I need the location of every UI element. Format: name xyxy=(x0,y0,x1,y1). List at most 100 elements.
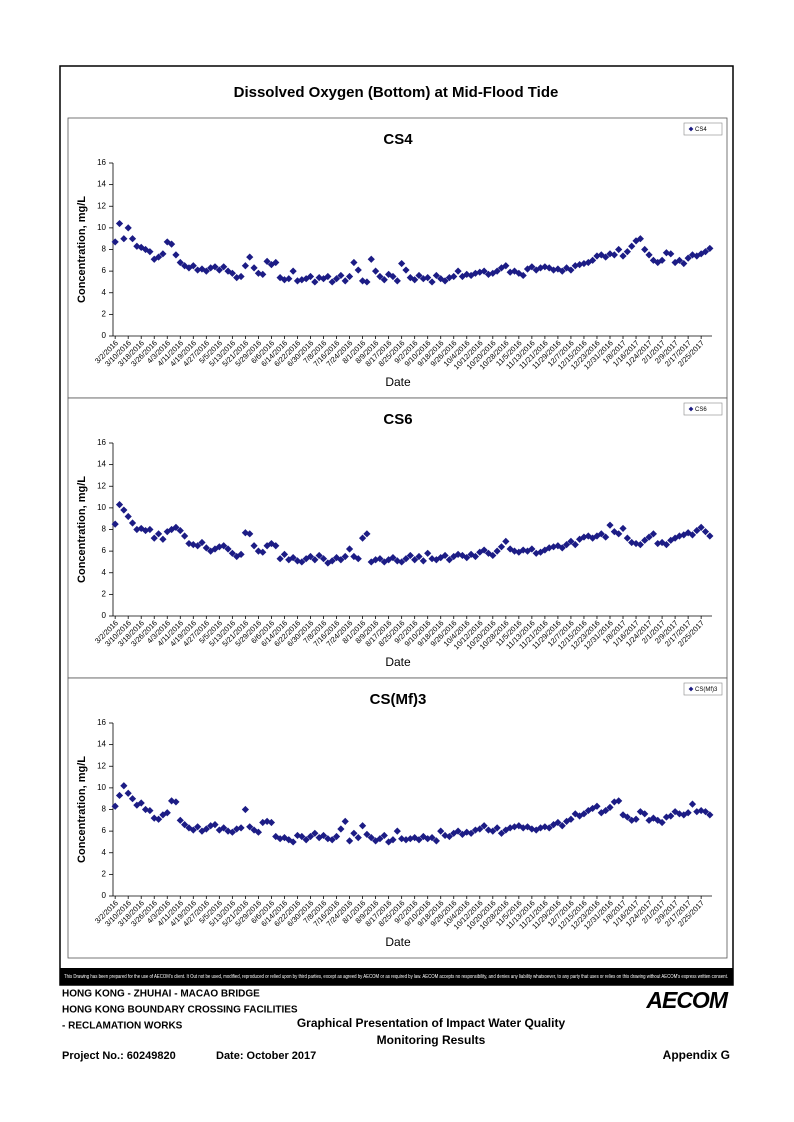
data-point xyxy=(463,554,471,562)
data-point xyxy=(324,835,332,843)
data-point xyxy=(645,251,653,259)
y-tick-label: 4 xyxy=(102,288,107,297)
chart: CS(Mf)3 Concentration, mg/L Date 0 2 4 6 8 10 12 1… xyxy=(67,677,728,959)
data-point xyxy=(250,264,258,272)
data-point xyxy=(623,534,631,542)
data-point xyxy=(241,262,249,270)
y-tick-label: 0 xyxy=(102,891,107,900)
data-point xyxy=(350,258,358,267)
data-point xyxy=(515,822,523,830)
data-point xyxy=(289,267,297,275)
data-point xyxy=(311,278,319,286)
data-point xyxy=(628,242,636,250)
data-point xyxy=(667,536,675,544)
data-point xyxy=(154,815,163,823)
data-point xyxy=(519,546,527,554)
data-point xyxy=(549,266,558,274)
data-point xyxy=(515,269,523,277)
project-line: - RECLAMATION WORKS xyxy=(62,1021,183,1032)
data-point xyxy=(207,264,215,272)
data-point xyxy=(467,271,475,280)
data-point xyxy=(502,826,510,834)
data-point xyxy=(415,271,423,280)
data-point xyxy=(246,253,254,261)
data-point xyxy=(545,264,553,272)
data-point xyxy=(367,255,375,263)
data-point xyxy=(649,256,658,264)
data-point xyxy=(688,800,697,808)
data-point xyxy=(311,829,319,837)
report-heading: Graphical Presentation of Impact Water Q… xyxy=(297,1016,566,1030)
y-tick-label: 14 xyxy=(97,740,106,749)
data-point xyxy=(541,263,549,271)
data-point xyxy=(254,828,263,836)
data-point xyxy=(445,832,453,841)
data-point xyxy=(610,798,618,806)
data-point xyxy=(697,806,705,815)
data-point xyxy=(471,826,480,834)
data-point xyxy=(697,523,705,531)
data-point xyxy=(111,802,119,810)
data-point xyxy=(115,219,124,228)
data-point xyxy=(276,555,284,563)
data-point xyxy=(341,817,349,825)
data-point xyxy=(432,837,440,845)
data-point xyxy=(623,813,631,821)
data-point xyxy=(137,799,145,807)
data-point xyxy=(497,264,506,272)
data-point xyxy=(198,265,206,273)
data-point xyxy=(706,811,714,819)
data-point xyxy=(571,541,579,549)
data-point xyxy=(328,557,336,565)
data-point xyxy=(623,248,631,256)
data-point xyxy=(589,534,597,542)
data-point xyxy=(445,274,453,282)
data-point xyxy=(424,274,432,282)
data-point xyxy=(259,270,267,278)
data-point xyxy=(445,556,453,564)
data-point xyxy=(385,556,393,564)
data-point xyxy=(120,235,128,243)
data-point xyxy=(220,263,228,271)
data-point xyxy=(302,275,310,283)
data-point xyxy=(398,558,406,566)
data-point xyxy=(120,506,128,514)
data-point xyxy=(680,259,688,268)
data-point xyxy=(167,240,176,248)
data-point xyxy=(215,266,223,274)
project-line: HONG KONG - ZHUHAI - MACAO BRIDGE xyxy=(62,989,260,1000)
data-point xyxy=(480,546,488,554)
data-point xyxy=(150,534,158,542)
data-point xyxy=(220,824,228,832)
data-point xyxy=(354,834,362,842)
data-point xyxy=(641,536,649,544)
data-point xyxy=(610,251,618,259)
data-point xyxy=(632,815,640,823)
y-axis-label: Concentration, mg/L xyxy=(76,476,88,583)
data-point xyxy=(523,823,532,831)
appendix: Appendix G xyxy=(663,1048,730,1062)
data-point xyxy=(350,552,358,561)
data-point xyxy=(398,835,406,843)
data-point xyxy=(389,272,397,281)
data-point xyxy=(237,550,245,558)
data-point xyxy=(263,257,271,265)
data-point xyxy=(389,554,397,562)
data-point xyxy=(350,829,358,837)
data-point xyxy=(541,546,549,554)
data-point xyxy=(280,276,289,284)
data-point xyxy=(523,265,532,273)
disclaimer-bar xyxy=(60,968,733,985)
data-point xyxy=(272,832,280,841)
data-point xyxy=(198,538,206,547)
y-tick-label: 4 xyxy=(102,568,107,577)
data-point xyxy=(120,782,128,790)
data-point xyxy=(293,831,302,840)
data-point xyxy=(437,554,445,562)
data-point xyxy=(684,809,692,817)
data-point xyxy=(497,543,506,551)
y-tick-label: 16 xyxy=(97,158,106,167)
data-point xyxy=(545,824,553,832)
data-point xyxy=(315,274,323,282)
data-point xyxy=(571,262,579,270)
